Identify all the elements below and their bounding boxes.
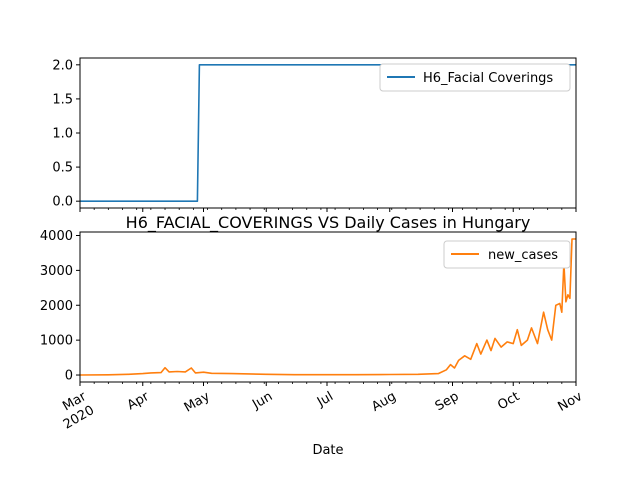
x-tick-label: Jun	[249, 389, 275, 413]
bottom-y-tick-label: 4000	[40, 229, 73, 244]
x-tick-label: Nov	[556, 389, 586, 415]
top-y-tick-label: 2.0	[52, 58, 73, 73]
bottom-legend-box	[443, 240, 571, 269]
top-legend-box	[379, 63, 571, 92]
bottom-y-tick-label: 3000	[40, 264, 73, 279]
bottom-y-tick-label: 0	[65, 369, 73, 384]
top-y-tick-label: 0.5	[52, 161, 73, 176]
bottom-legend-label: new_cases	[488, 248, 558, 263]
x-tick-label-group: Aug	[369, 389, 398, 415]
top-y-tick-label: 1.5	[52, 92, 73, 107]
top-y-tick-label: 0.0	[52, 195, 73, 210]
bottom-axes-frame	[79, 231, 577, 383]
x-tick-label-group: Sep	[433, 389, 462, 414]
x-tick-label: May	[182, 389, 213, 416]
chart-title: H6_FACIAL_COVERINGS VS Daily Cases in Hu…	[126, 213, 531, 233]
top-y-tick-label: 1.0	[52, 127, 73, 142]
bottom-y-tick-label: 1000	[40, 334, 73, 349]
x-tick-label: Jul	[314, 389, 336, 410]
x-tick-label: Apr	[125, 389, 153, 414]
bottom-series-line	[79, 238, 576, 376]
bottom-legend: new_cases	[443, 240, 571, 269]
bottom-y-tick-label: 2000	[40, 299, 73, 314]
x-axis-label: Date	[312, 443, 343, 458]
top-legend-label: H6_Facial Coverings	[423, 71, 553, 86]
x-tick-label-group: Oct	[495, 389, 522, 413]
x-tick-label-group: Apr	[125, 389, 153, 414]
top-axes-frame	[79, 57, 577, 209]
x-tick-label-group: May	[182, 389, 213, 416]
top-legend: H6_Facial Coverings	[379, 63, 571, 92]
x-tick-label-group: Nov	[556, 389, 586, 415]
x-tick-label-group: Jul	[314, 389, 336, 410]
x-tick-label-group: Jun	[249, 389, 275, 413]
x-tick-label: Oct	[495, 389, 522, 413]
x-tick-label: Aug	[369, 389, 398, 415]
x-tick-label: Sep	[433, 389, 462, 414]
